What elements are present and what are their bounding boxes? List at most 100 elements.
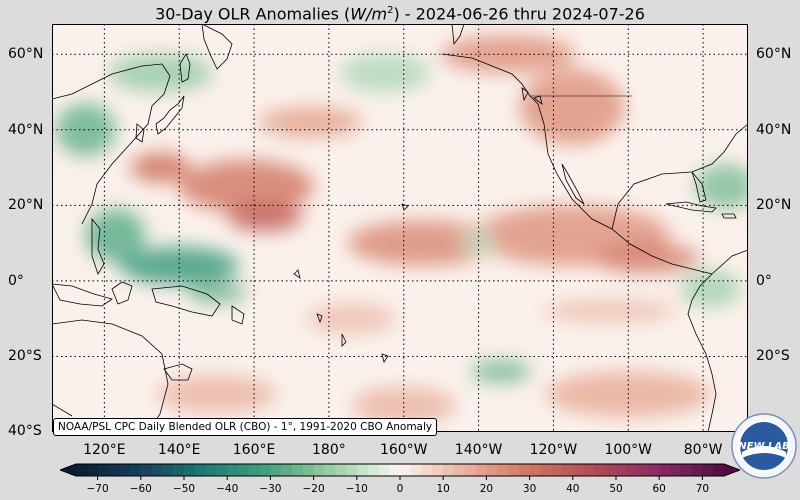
colorbar-cell bbox=[508, 464, 520, 476]
noaa-psl-logo: NEW LAB bbox=[731, 413, 797, 479]
colorbar-cell bbox=[292, 464, 304, 476]
longitude-label: 160°E bbox=[232, 442, 276, 458]
colorbar-tick-label: 40 bbox=[566, 483, 580, 495]
anomaly-region-5 bbox=[594, 243, 700, 274]
colorbar-cell bbox=[464, 464, 477, 476]
colorbar bbox=[60, 463, 740, 480]
colorbar-cell bbox=[605, 464, 617, 476]
anomaly-region-16 bbox=[85, 209, 146, 262]
colorbar-cell bbox=[713, 464, 725, 476]
longitude-label: 100°W bbox=[604, 442, 653, 458]
colorbar-cell bbox=[454, 464, 466, 476]
latitude-label-right: 60°N bbox=[756, 46, 792, 63]
colorbar-tick-label: 30 bbox=[522, 483, 537, 495]
anomaly-region-17 bbox=[55, 103, 116, 157]
colorbar-cell bbox=[313, 464, 325, 476]
colorbar-tick-label: −40 bbox=[216, 483, 239, 495]
anomaly-region-6 bbox=[441, 35, 576, 74]
latitude-label-left: 40°N bbox=[8, 121, 44, 138]
colorbar-cell bbox=[86, 464, 99, 476]
colorbar-cell bbox=[108, 464, 120, 476]
colorbar-cell bbox=[670, 464, 682, 476]
colorbar-cell bbox=[432, 464, 444, 476]
colorbar-cell bbox=[151, 464, 163, 476]
longitude-label: 140°E bbox=[157, 442, 201, 458]
data-source-credit: NOAA/PSL CPC Daily Blended OLR (CBO) - 1… bbox=[53, 418, 438, 436]
anomaly-region-11 bbox=[351, 386, 457, 425]
colorbar-cell bbox=[497, 464, 509, 476]
colorbar-cell bbox=[259, 464, 271, 476]
anomaly-region-13 bbox=[306, 303, 397, 334]
longitude-label: 180° bbox=[312, 442, 346, 458]
colorbar-cell bbox=[227, 464, 239, 476]
latitude-label-left: 60°N bbox=[8, 46, 44, 63]
anomaly-region-9 bbox=[542, 299, 677, 323]
map-title: 30-Day OLR Anomalies (W/m2) - 2024-06-26… bbox=[155, 4, 645, 24]
colorbar-cell bbox=[400, 464, 412, 476]
colorbar-cell bbox=[410, 464, 423, 476]
colorbar-cell bbox=[572, 464, 585, 476]
colorbar-cell bbox=[389, 464, 401, 476]
colorbar-cell bbox=[140, 464, 153, 476]
colorbar-tick-label: 70 bbox=[695, 483, 710, 495]
longitude-label: 160°W bbox=[379, 442, 428, 458]
anomaly-region-14 bbox=[119, 246, 240, 285]
anomaly-region-7 bbox=[519, 69, 625, 145]
colorbar-tick-label: 60 bbox=[652, 483, 666, 495]
colorbar-tick-label: −10 bbox=[345, 483, 368, 495]
anomaly-region-15 bbox=[186, 280, 247, 304]
colorbar-cell bbox=[130, 464, 142, 476]
coastlines bbox=[52, 24, 748, 432]
colorbar-cell bbox=[486, 464, 498, 476]
latitude-label-left: 0° bbox=[8, 272, 24, 289]
latitude-label-left: 20°S bbox=[8, 348, 42, 365]
anomaly-region-1 bbox=[227, 201, 303, 232]
colorbar-cell bbox=[691, 464, 703, 476]
colorbar-cell bbox=[626, 464, 639, 476]
colorbar-cell bbox=[702, 464, 714, 476]
colorbar-cell bbox=[216, 464, 228, 476]
colorbar-max-arrow bbox=[724, 464, 740, 476]
colorbar-cell bbox=[184, 464, 196, 476]
anomaly-region-23 bbox=[680, 269, 741, 308]
colorbar-tick-label: 10 bbox=[436, 483, 450, 495]
colorbar-cell bbox=[356, 464, 369, 476]
latitude-label-right: 0° bbox=[756, 272, 772, 289]
olr-anomaly-map bbox=[52, 24, 748, 432]
anomaly-region-21 bbox=[459, 231, 498, 255]
colorbar-cell bbox=[281, 464, 293, 476]
colorbar-cell bbox=[616, 464, 628, 476]
colorbar-cell bbox=[76, 464, 88, 476]
longitude-label: 140°W bbox=[454, 442, 503, 458]
latitude-label-right: 40°N bbox=[756, 121, 792, 138]
latitude-label-right: 20°S bbox=[756, 348, 790, 365]
colorbar-cell bbox=[324, 464, 336, 476]
colorbar-tick-label: −60 bbox=[129, 483, 152, 495]
anomaly-region-8 bbox=[257, 107, 363, 138]
colorbar-cell bbox=[270, 464, 282, 476]
colorbar-cell bbox=[540, 464, 552, 476]
map-canvas bbox=[52, 24, 748, 432]
colorbar-tick-label: 0 bbox=[396, 483, 404, 495]
latitude-label-left: 20°N bbox=[8, 197, 44, 214]
colorbar-cell bbox=[162, 464, 174, 476]
colorbar-tick-label: −30 bbox=[259, 483, 282, 495]
colorbar-cell bbox=[680, 464, 693, 476]
colorbar-tick-label: 50 bbox=[609, 483, 623, 495]
colorbar-tick-label: −20 bbox=[302, 483, 325, 495]
latitude-label-right: 20°N bbox=[756, 197, 792, 214]
colorbar-cell bbox=[367, 464, 379, 476]
colorbar-cell bbox=[194, 464, 207, 476]
anomaly-region-22 bbox=[695, 163, 748, 210]
anomaly-region-2 bbox=[130, 152, 191, 183]
colorbar-cell bbox=[583, 464, 595, 476]
anomaly-field bbox=[55, 35, 748, 425]
colorbar-cell bbox=[659, 464, 671, 476]
colorbar-cell bbox=[648, 464, 660, 476]
colorbar-min-arrow bbox=[60, 464, 76, 476]
colorbar-tick-label: 20 bbox=[479, 483, 494, 495]
colorbar-tick-label: −50 bbox=[172, 483, 196, 495]
colorbar-tick-label: −70 bbox=[86, 483, 109, 495]
colorbar-cell bbox=[551, 464, 563, 476]
colorbar-cell bbox=[238, 464, 250, 476]
